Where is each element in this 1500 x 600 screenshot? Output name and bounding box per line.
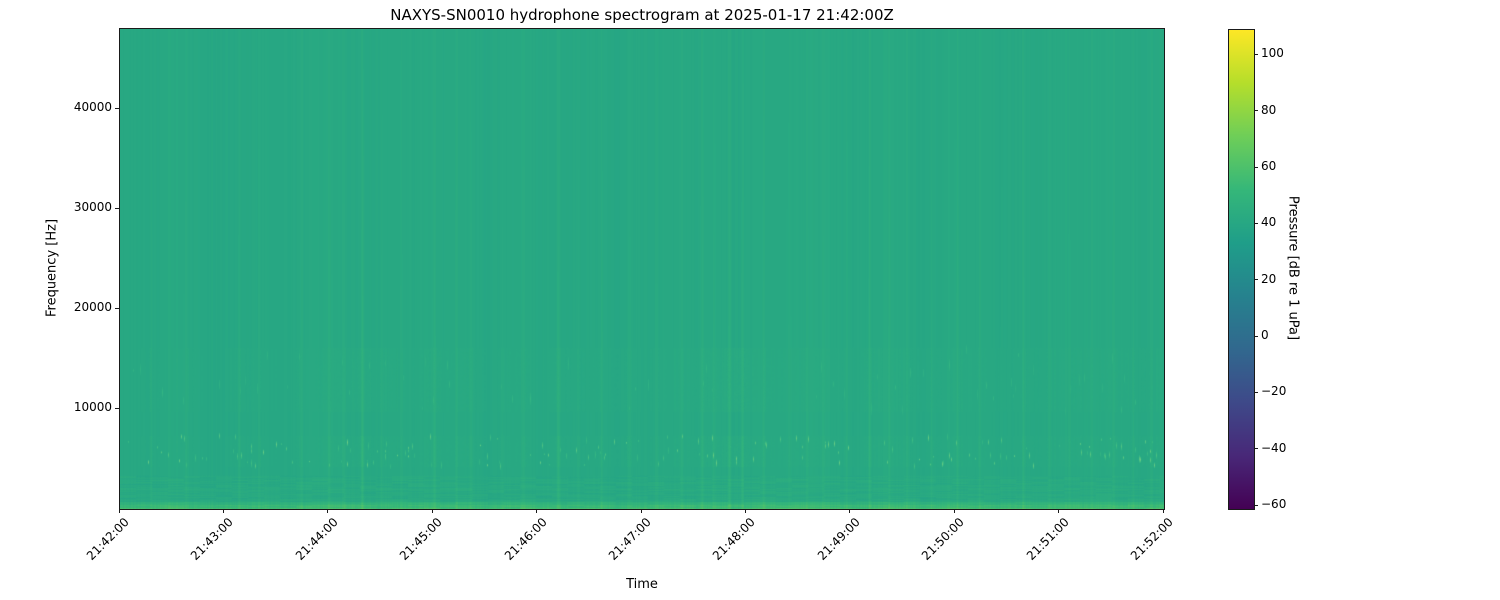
colorbar-tick-label: −60 xyxy=(1261,497,1287,512)
colorbar-tick-label: 0 xyxy=(1261,328,1269,343)
x-tick-mark xyxy=(118,509,120,513)
colorbar-tick-mark xyxy=(1254,279,1258,281)
spectrogram-canvas xyxy=(120,29,1164,509)
colorbar-tick-label: −20 xyxy=(1261,384,1287,399)
y-tick-label: 20000 xyxy=(73,300,112,314)
x-tick-label-text: 21:44:00 xyxy=(292,515,341,564)
x-axis-label: Time xyxy=(626,577,658,592)
x-tick-label-text: 21:49:00 xyxy=(814,515,863,564)
y-tick-mark xyxy=(115,307,119,309)
x-tick-label-text: 21:43:00 xyxy=(188,515,237,564)
y-tick-mark xyxy=(115,207,119,209)
x-tick-mark xyxy=(1162,509,1164,513)
x-tick-label-text: 21:51:00 xyxy=(1023,515,1072,564)
x-tick-label-text: 21:50:00 xyxy=(919,515,968,564)
x-tick-mark xyxy=(640,509,642,513)
y-tick-mark xyxy=(115,407,119,409)
colorbar-tick-mark xyxy=(1254,391,1258,393)
x-tick-label-text: 21:52:00 xyxy=(1127,515,1176,564)
x-tick-label-text: 21:47:00 xyxy=(605,515,654,564)
x-tick-mark xyxy=(536,509,538,513)
colorbar-tick-mark xyxy=(1254,504,1258,506)
x-tick-mark xyxy=(744,509,746,513)
chart-title: NAXYS-SN0010 hydrophone spectrogram at 2… xyxy=(390,6,894,24)
colorbar-tick-mark xyxy=(1254,222,1258,224)
x-tick-label-text: 21:45:00 xyxy=(397,515,446,564)
x-tick-label-text: 21:48:00 xyxy=(710,515,759,564)
colorbar-tick-mark xyxy=(1254,166,1258,168)
x-tick-label-text: 21:42:00 xyxy=(83,515,132,564)
colorbar-tick-label: 20 xyxy=(1261,271,1277,286)
x-tick-mark xyxy=(849,509,851,513)
x-tick-mark xyxy=(431,509,433,513)
colorbar-tick-label: 60 xyxy=(1261,159,1277,174)
colorbar-tick-label: −40 xyxy=(1261,440,1287,455)
x-tick-mark xyxy=(327,509,329,513)
y-tick-label: 10000 xyxy=(73,400,112,414)
colorbar-tick-label: 80 xyxy=(1261,102,1277,117)
x-tick-mark xyxy=(222,509,224,513)
colorbar-tick-mark xyxy=(1254,53,1258,55)
y-tick-label: 40000 xyxy=(73,100,112,114)
x-tick-label-text: 21:46:00 xyxy=(501,515,550,564)
x-tick-mark xyxy=(1058,509,1060,513)
colorbar-tick-mark xyxy=(1254,110,1258,112)
colorbar-tick-mark xyxy=(1254,335,1258,337)
colorbar xyxy=(1228,29,1255,510)
plot-area xyxy=(119,28,1165,510)
colorbar-tick-label: 100 xyxy=(1261,46,1284,61)
y-tick-label: 30000 xyxy=(73,200,112,214)
y-tick-mark xyxy=(115,107,119,109)
colorbar-tick-mark xyxy=(1254,448,1258,450)
x-tick-mark xyxy=(953,509,955,513)
colorbar-tick-label: 40 xyxy=(1261,215,1277,230)
